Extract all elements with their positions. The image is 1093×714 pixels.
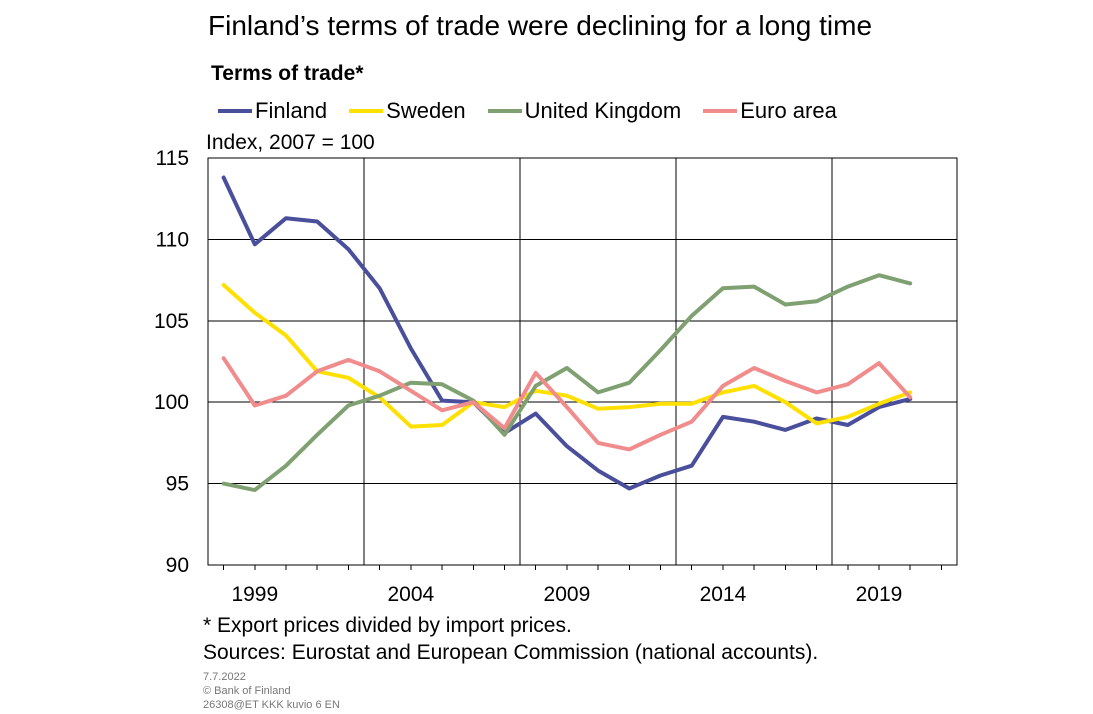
y-tick-label: 90 (166, 554, 189, 577)
chart-title: Finland’s terms of trade were declining … (208, 10, 873, 41)
y-tick-label: 95 (166, 473, 189, 496)
legend-swatch-sweden (349, 109, 384, 113)
legend: Finland Sweden United Kingdom Euro area (218, 96, 859, 126)
footnote: * Export prices divided by import prices… (203, 614, 572, 637)
x-tick-label: 1999 (231, 583, 278, 606)
x-tick-label: 2019 (856, 583, 903, 606)
legend-label-united-kingdom: United Kingdom (524, 98, 682, 123)
legend-item-sweden: Sweden (349, 98, 466, 124)
meta-copyright: © Bank of Finland (203, 685, 291, 697)
legend-swatch-finland (218, 109, 252, 113)
legend-swatch-euro-area (703, 109, 738, 113)
series-line-united-kingdom (221, 273, 913, 493)
series-line-sweden (221, 283, 913, 429)
series-line-finland (221, 175, 913, 491)
meta-date: 7.7.2022 (203, 671, 246, 683)
meta-code: 26308@ET KKK kuvio 6 EN (203, 699, 340, 711)
legend-label-euro-area: Euro area (740, 98, 837, 123)
x-tick-label: 2004 (387, 583, 434, 606)
plot-frame (207, 157, 958, 566)
legend-item-euro-area: Euro area (703, 98, 837, 124)
y-tick-label: 110 (156, 228, 189, 251)
chart-subtitle: Terms of trade* (211, 62, 364, 85)
legend-label-finland: Finland (255, 98, 328, 123)
legend-label-sweden: Sweden (386, 98, 466, 123)
legend-item-finland: Finland (218, 98, 327, 124)
y-unit-label: Index, 2007 = 100 (206, 131, 375, 154)
x-tick-label: 2014 (700, 583, 747, 606)
legend-item-united-kingdom: United Kingdom (487, 98, 682, 124)
y-tick-label: 115 (156, 147, 189, 170)
series-line-euro-area (221, 356, 913, 452)
sources: Sources: Eurostat and European Commissio… (203, 641, 819, 664)
x-tick-label: 2009 (544, 583, 591, 606)
y-tick-label: 100 (154, 391, 189, 414)
y-tick-label: 105 (154, 310, 189, 333)
legend-swatch-united-kingdom (487, 109, 522, 113)
